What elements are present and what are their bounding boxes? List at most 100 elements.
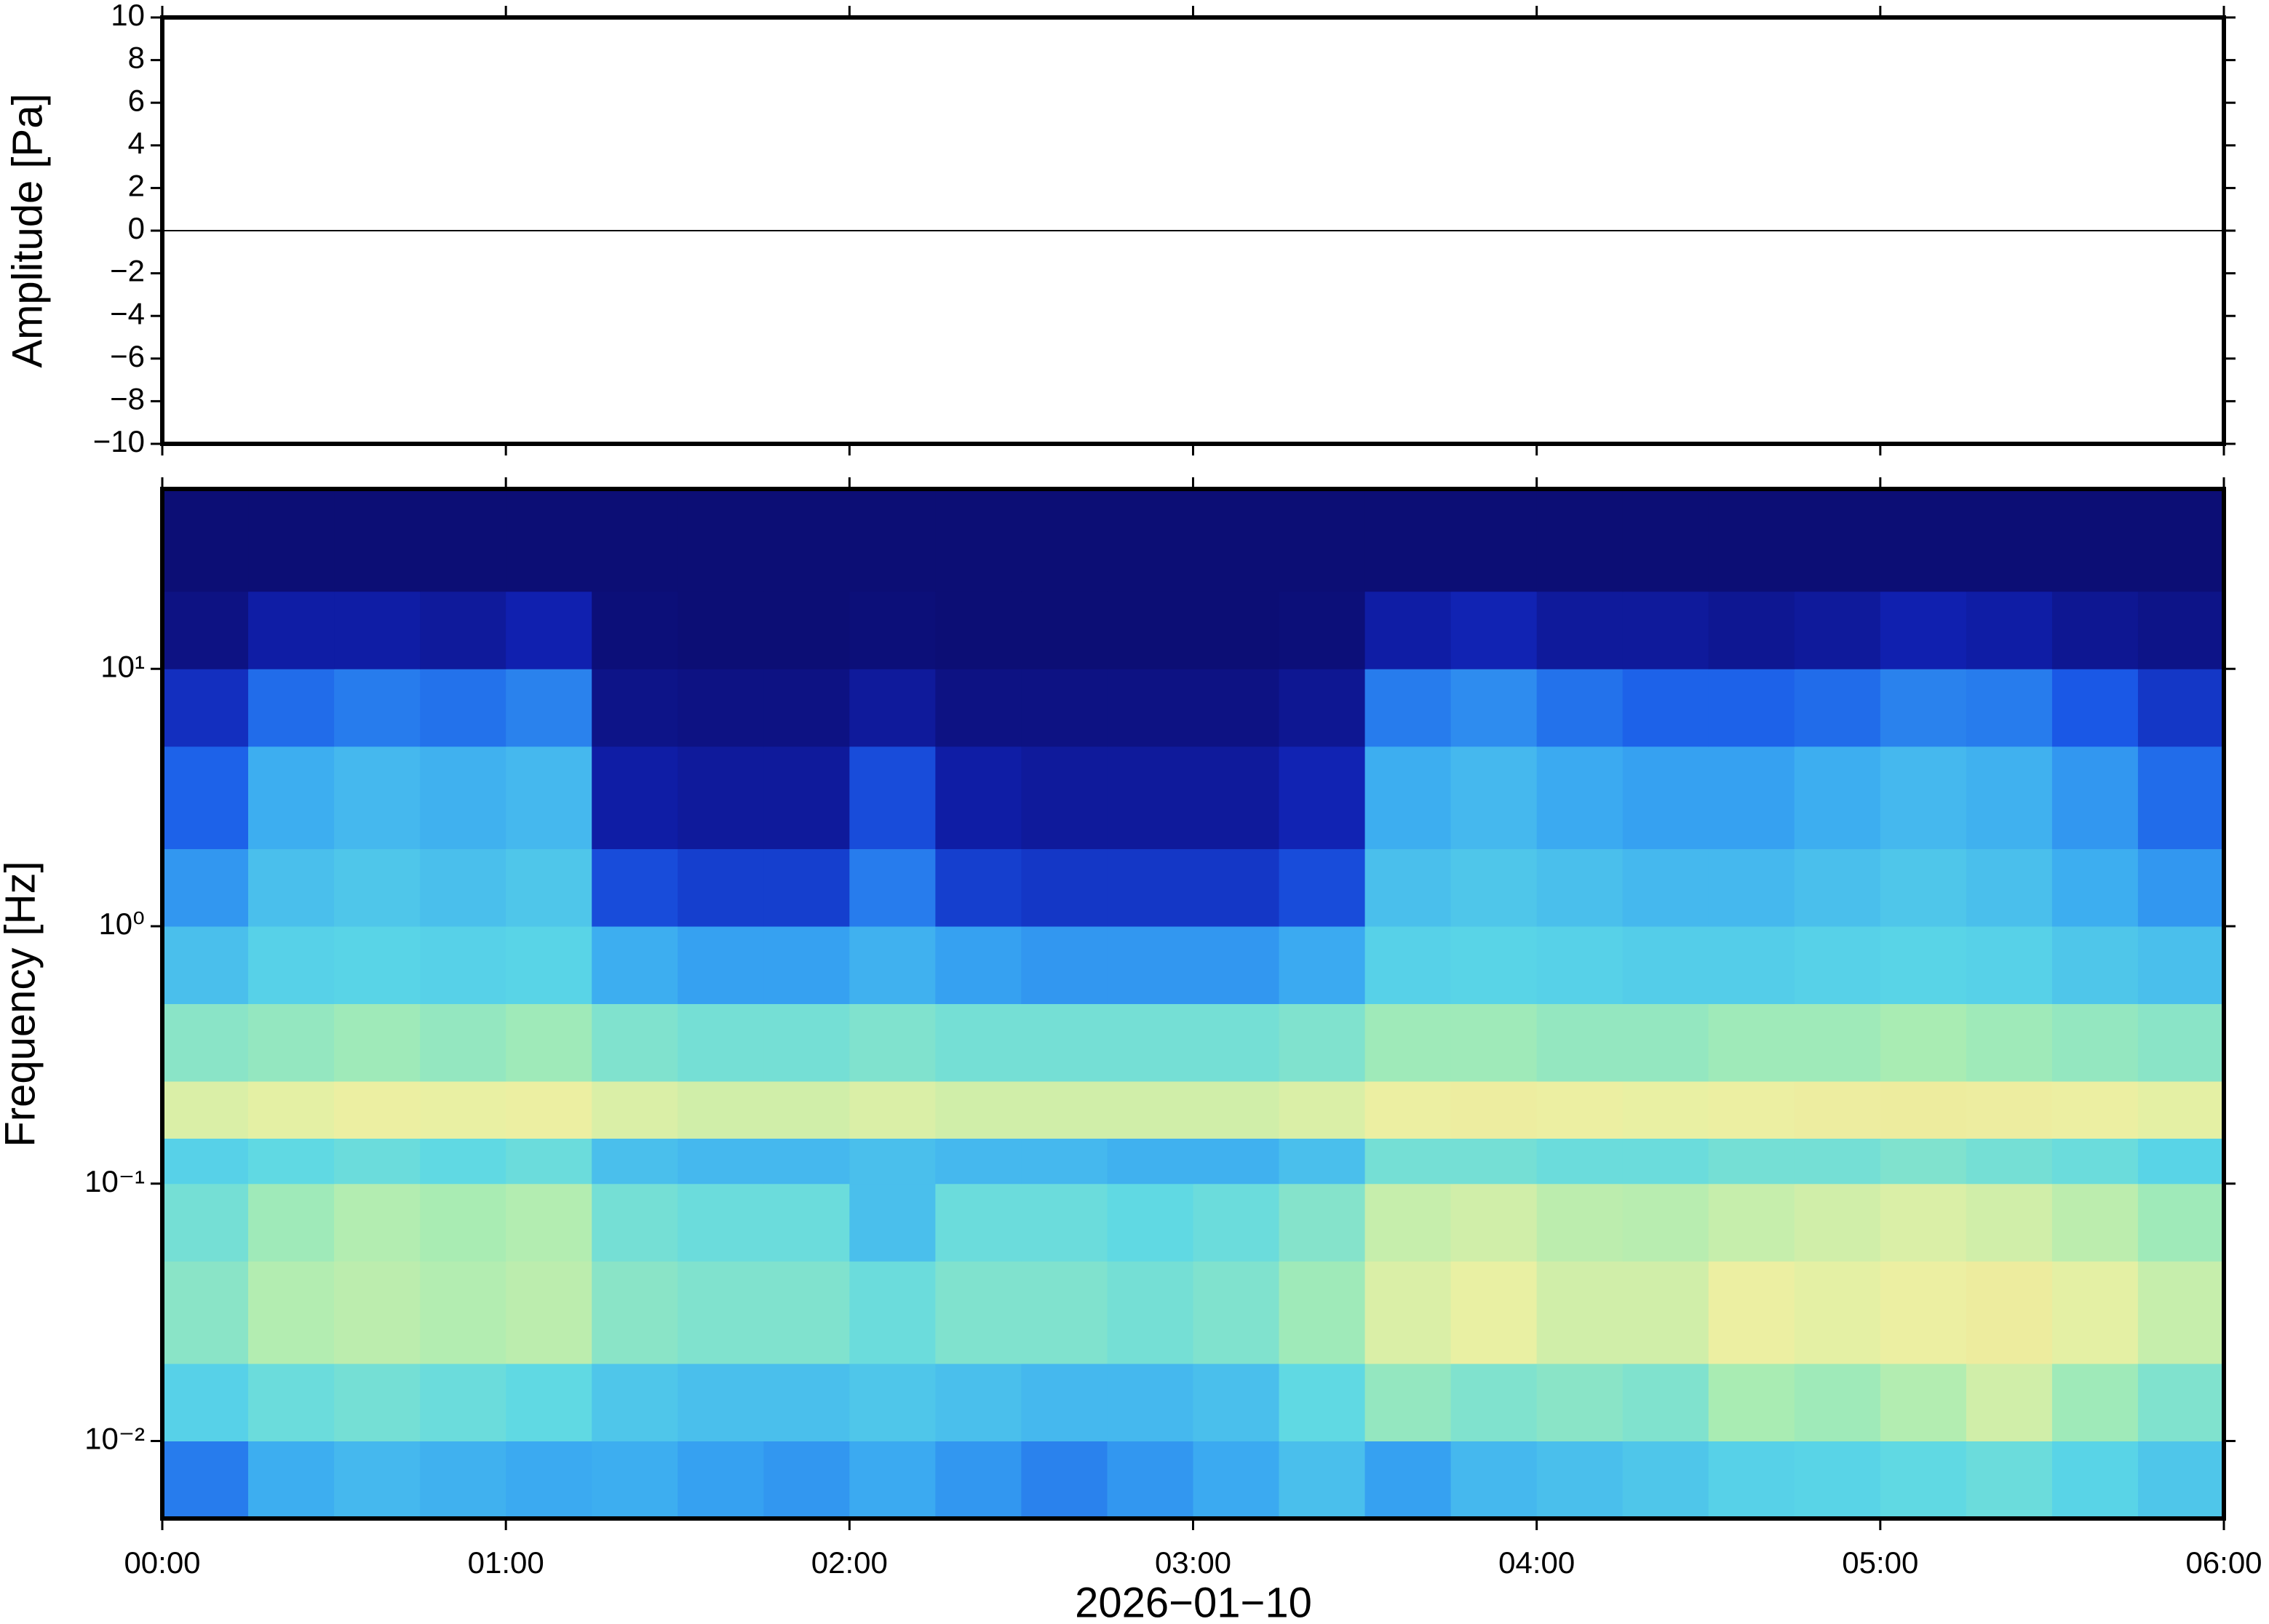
spectrogram-cell [1622, 848, 1709, 927]
spectrogram-cell [1622, 1003, 1709, 1082]
spectrogram-cell [763, 1003, 850, 1082]
spectrogram-cell [849, 489, 936, 592]
spectrogram-cell [1880, 1003, 1967, 1082]
x-tick-label: 06:00 [2185, 1545, 2262, 1580]
spectrogram-cell [1279, 669, 1366, 747]
spectrogram-cell [592, 746, 678, 850]
spectrogram-cell [1021, 1138, 1108, 1185]
spectrogram-cell [592, 926, 678, 1004]
spectrogram-cell [849, 1441, 936, 1519]
spectrogram-cell [1708, 926, 1795, 1004]
spectrogram-cell [162, 489, 249, 592]
spectrogram-cell [1708, 1261, 1795, 1364]
spectrogram-cell [1536, 591, 1624, 669]
spectrogram-cell [248, 848, 335, 927]
spectrogram-cell [1107, 1261, 1193, 1364]
spectrogram-cell [2051, 669, 2139, 747]
spectrogram-cell [935, 489, 1022, 592]
spectrogram-cell [334, 669, 421, 747]
spectrogram-cell [1794, 1261, 1881, 1364]
spectrogram-cell [1794, 926, 1881, 1004]
spectrogram-cell [763, 1080, 850, 1139]
spectrogram-cell [935, 926, 1022, 1004]
spectrogram-cell [935, 591, 1022, 669]
spectrogram-cell [1021, 1441, 1108, 1519]
spectrogram-cell [2137, 1138, 2225, 1185]
spectrogram-cell [1708, 1003, 1795, 1082]
spectrogram-cell [1794, 746, 1881, 850]
spectrogram-cell [763, 489, 850, 592]
spectrogram-cell [592, 1003, 678, 1082]
spectrogram-cell [1708, 1138, 1795, 1185]
x-tick-label: 05:00 [1842, 1545, 1918, 1580]
spectrogram-cell [1107, 669, 1193, 747]
spectrogram-cell [1107, 591, 1193, 669]
spectrogram-cell [1021, 926, 1108, 1004]
spectrogram-cell [420, 1261, 506, 1364]
spectrogram-cell [592, 1080, 678, 1139]
spectrogram-cell [1794, 848, 1881, 927]
spectrogram-cell [1536, 1003, 1624, 1082]
x-tick-label: 03:00 [1155, 1545, 1231, 1580]
spectrogram-cell [420, 1364, 506, 1442]
spectrogram-cell [2137, 848, 2225, 927]
spectrogram-cell [334, 1138, 421, 1185]
spectrogram-cell [1966, 1138, 2053, 1185]
spectrogram-cell [592, 1441, 678, 1519]
spectrogram-cell [1880, 1441, 1967, 1519]
spectrogram-cell [248, 926, 335, 1004]
spectrogram-cell [248, 1080, 335, 1139]
spectrogram-cell [1450, 1183, 1538, 1262]
spectrogram-cell [935, 1138, 1022, 1185]
spectrogram-cell [1966, 1441, 2053, 1519]
spectrogram-cell [677, 1364, 764, 1442]
spectrogram-cell [592, 848, 678, 927]
spectrogram-cell [677, 489, 764, 592]
spectrogram-cell [1708, 746, 1795, 850]
spectrogram-cell [1450, 1003, 1538, 1082]
spectrogram-cell [1107, 746, 1193, 850]
spectrogram-cell [935, 1003, 1022, 1082]
spectrogram-cell [1021, 1003, 1108, 1082]
spectrogram-cell [420, 1003, 506, 1082]
spectrogram-cell [1364, 489, 1452, 592]
spectrogram-cell [1279, 1364, 1366, 1442]
plot-frame [160, 15, 2226, 446]
spectrogram-cell [1279, 848, 1366, 927]
x-tick-label: 04:00 [1498, 1545, 1575, 1580]
spectrogram-cell [1279, 1138, 1366, 1185]
spectrogram-cell [1880, 848, 1967, 927]
spectrogram-cell [1279, 1003, 1366, 1082]
y-tick-label: 10⁻¹ [84, 1164, 145, 1198]
spectrogram-cell [420, 591, 506, 669]
spectrogram-cell [1450, 489, 1538, 592]
spectrogram-cell [1107, 926, 1193, 1004]
spectrogram-cell [1193, 489, 1280, 592]
spectrogram-cell [506, 1364, 592, 1442]
spectrogram-cell [506, 848, 592, 927]
spectrogram-cell [1622, 1364, 1709, 1442]
spectrogram-cell [1536, 746, 1624, 850]
spectrogram-cell [1794, 1138, 1881, 1185]
spectrogram-cell [1622, 1441, 1709, 1519]
spectrogram-cell [248, 1441, 335, 1519]
spectrogram-cell [592, 591, 678, 669]
y-tick-label: −10 [93, 424, 145, 458]
spectrogram-cell [1193, 1080, 1280, 1139]
spectrogram-cell [506, 591, 592, 669]
spectrogram-cell [1622, 591, 1709, 669]
spectrogram-cell [1107, 1441, 1193, 1519]
spectrogram-cell [420, 848, 506, 927]
spectrogram-cell [763, 1364, 850, 1442]
spectrogram-cell [420, 1138, 506, 1185]
spectrogram-cell [592, 669, 678, 747]
spectrogram-cell [1107, 848, 1193, 927]
spectrogram-cell [162, 591, 249, 669]
spectrogram-cell [935, 1080, 1022, 1139]
spectrogram-cell [1708, 489, 1795, 592]
spectrogram-cell [1364, 1138, 1452, 1185]
spectrogram-cell [2137, 591, 2225, 669]
spectrogram-cell [1622, 669, 1709, 747]
spectrogram-cell [506, 669, 592, 747]
